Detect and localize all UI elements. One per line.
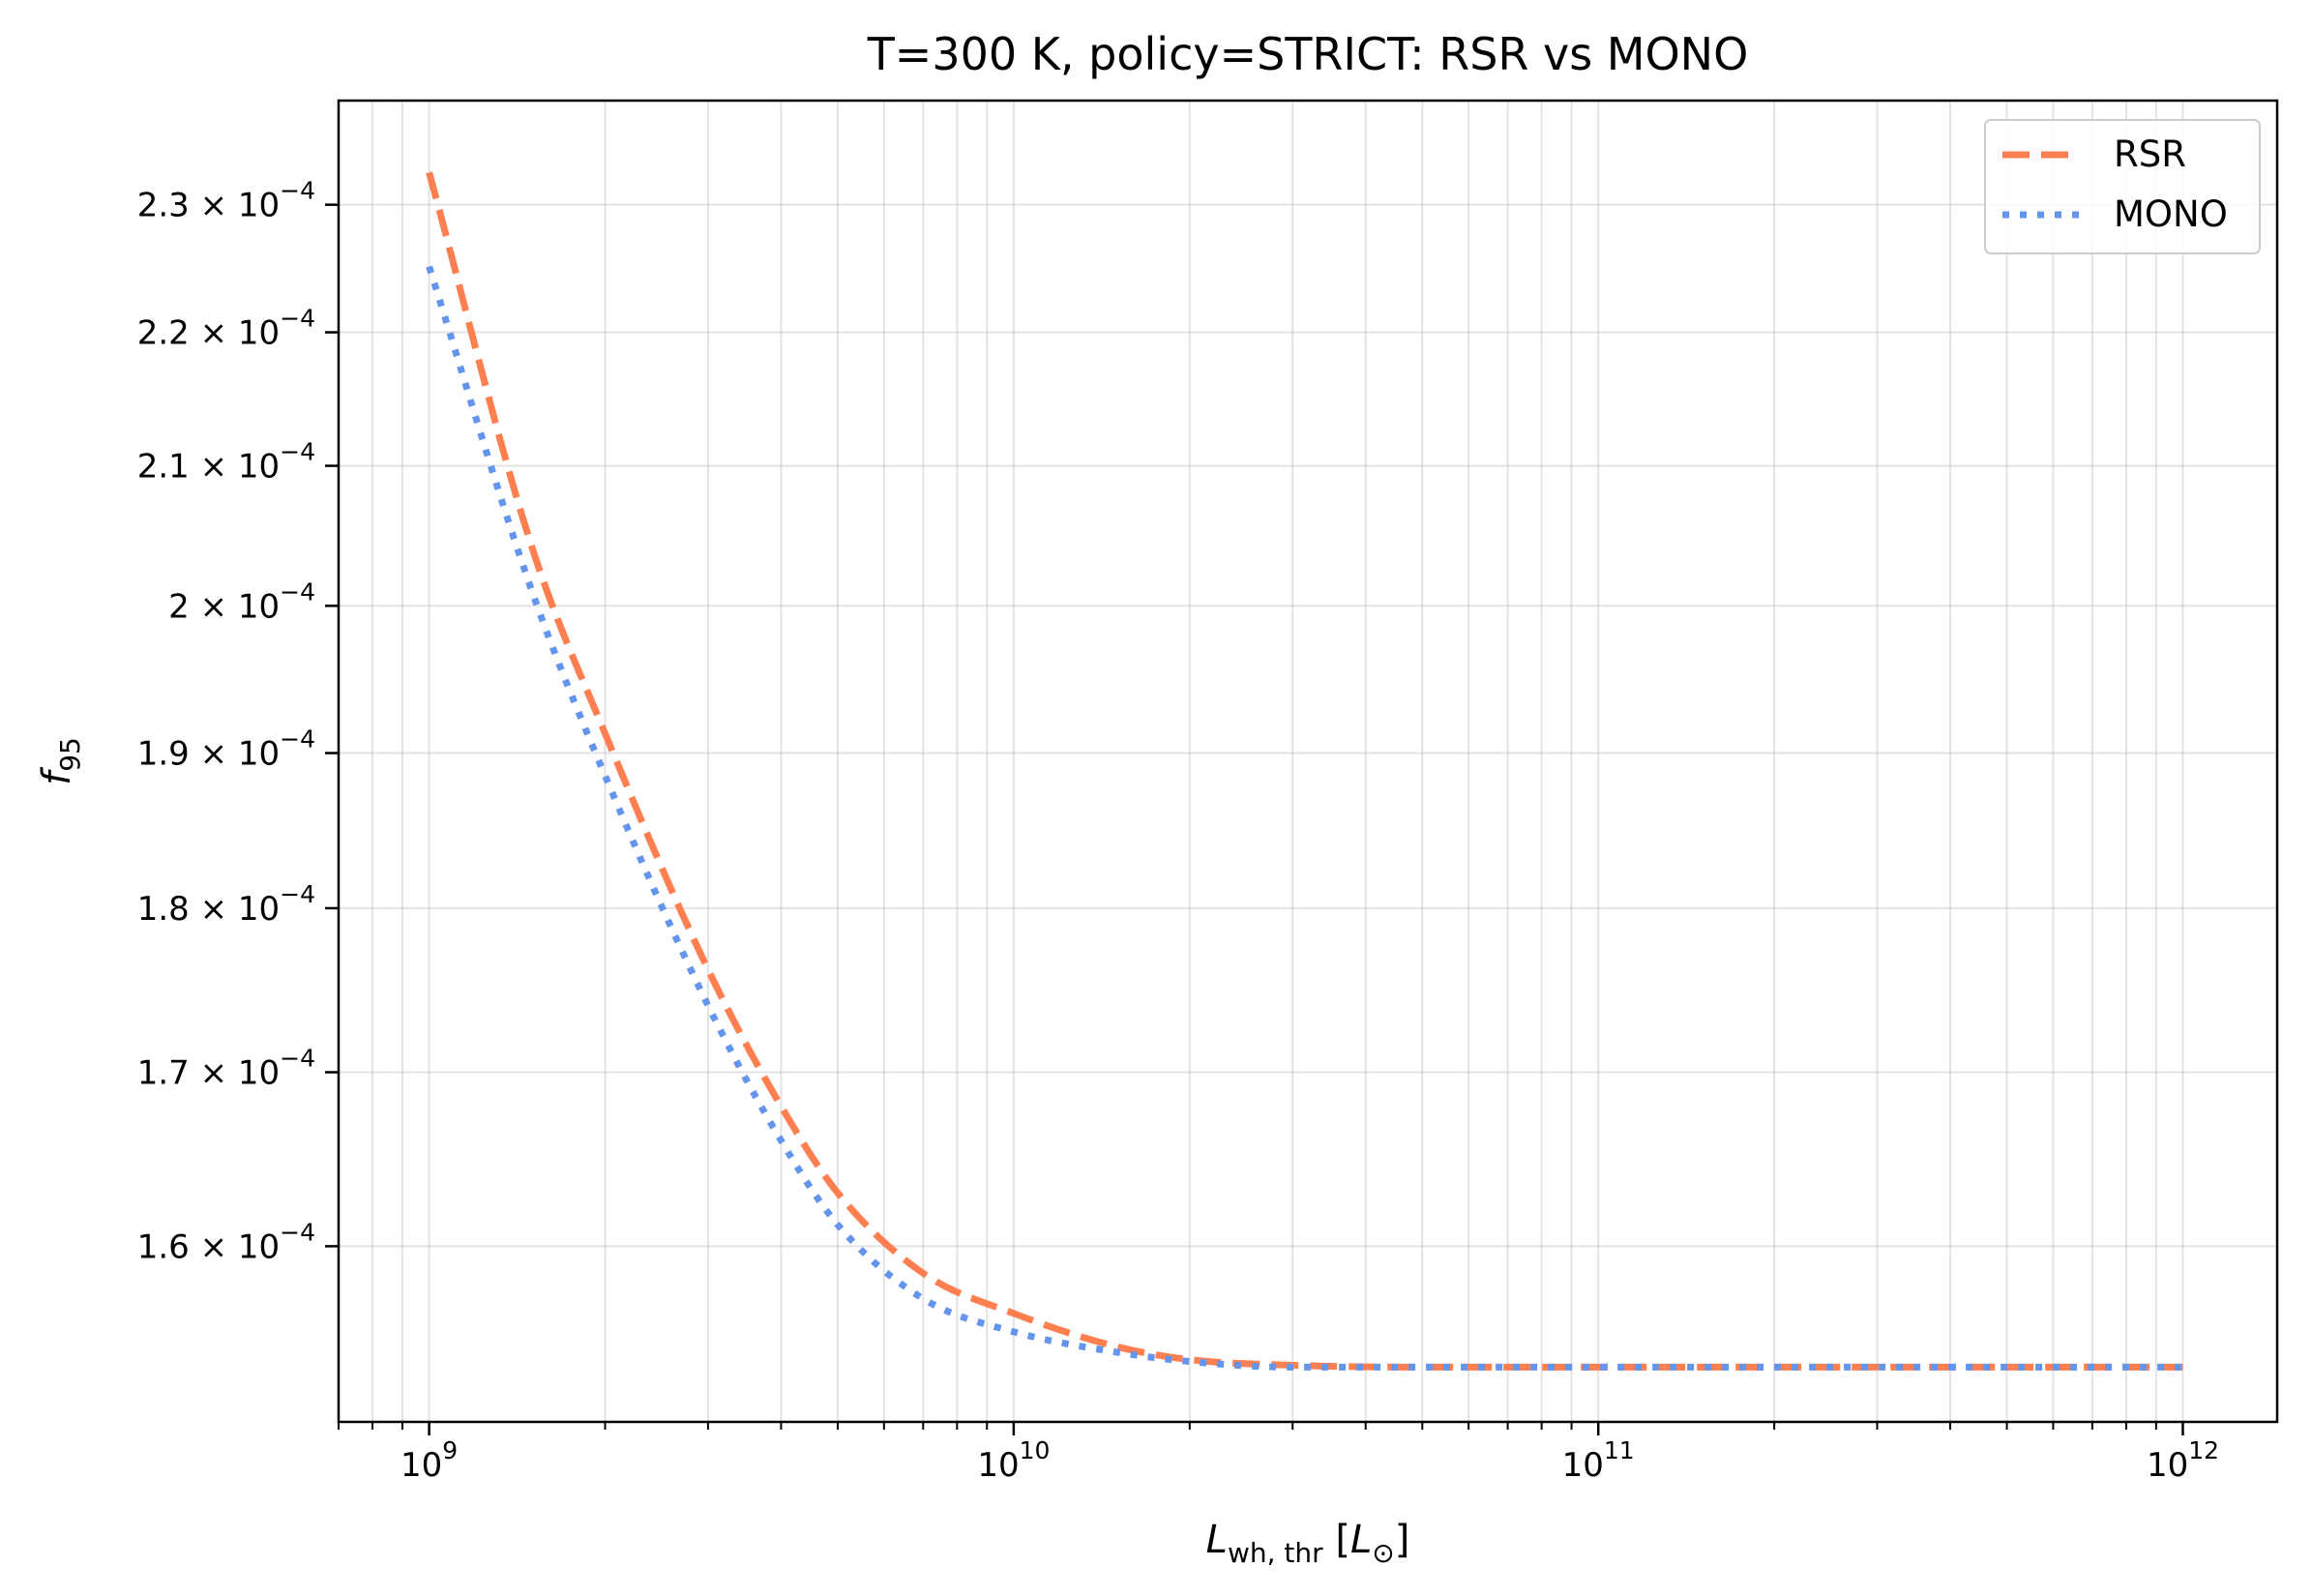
x-axis-label-subscript: wh, thr: [1228, 1537, 1323, 1569]
y-tick-label-times: ×: [190, 735, 238, 774]
y-tick-label: 2 × 10−4: [168, 577, 315, 626]
y-tick-label-exponent: −4: [280, 438, 315, 466]
y-tick-label-times: ×: [190, 1054, 238, 1093]
y-tick-label-mantissa: 1.6: [137, 1227, 190, 1266]
legend-label-mono: MONO: [2114, 193, 2228, 235]
y-axis-label-subscript: 95: [54, 737, 86, 772]
y-tick-label: 1.8 × 10−4: [137, 880, 315, 929]
series-layer: [426, 171, 2183, 1371]
x-axis-label-base: L: [1206, 1518, 1228, 1562]
y-tick-label: 1.9 × 10−4: [137, 725, 315, 774]
y-tick-label-times: ×: [190, 1227, 238, 1266]
plot-frame: [337, 99, 2279, 1424]
y-tick-label-exponent: −4: [280, 305, 315, 333]
y-tick-label-exponent: −4: [280, 880, 315, 908]
x-tick-label: 109: [400, 1436, 458, 1485]
y-tick-label-base: 10: [238, 587, 280, 626]
y-tick-label-base: 10: [238, 448, 280, 487]
y-tick-label-mantissa: 1.9: [137, 735, 190, 774]
y-tick-label-mantissa: 2: [168, 587, 190, 626]
x-tick-label-base: 10: [400, 1446, 442, 1485]
x-tick-label-exponent: 10: [1020, 1436, 1051, 1464]
x-axis-label-unit-open: [: [1323, 1518, 1350, 1562]
y-axis: 2.3 × 10−42.2 × 10−42.1 × 10−42 × 10−41.…: [137, 177, 339, 1266]
y-tick-label: 1.6 × 10−4: [137, 1218, 315, 1266]
x-tick-label-base: 10: [977, 1446, 1019, 1485]
y-tick-label: 2.3 × 10−4: [137, 177, 315, 225]
y-tick-label-mantissa: 1.7: [137, 1054, 190, 1093]
x-axis-label-unit-close: ]: [1395, 1518, 1410, 1562]
chart-title: T=300 K, policy=STRICT: RSR vs MONO: [867, 28, 1749, 80]
y-tick-label-mantissa: 1.8: [137, 890, 190, 929]
grid: [338, 101, 2277, 1422]
series-line-mono: [426, 265, 2183, 1371]
y-tick-label-base: 10: [238, 735, 280, 774]
x-axis-label: Lwh, thr [L⊙]: [1206, 1518, 1410, 1569]
y-tick-label-times: ×: [190, 890, 238, 929]
y-tick-label-base: 10: [238, 187, 280, 225]
y-tick-label-times: ×: [190, 587, 238, 626]
y-tick-label-exponent: −4: [280, 1045, 315, 1073]
x-tick-label: 1010: [977, 1436, 1050, 1485]
y-tick-label: 1.7 × 10−4: [137, 1045, 315, 1093]
x-axis: 109 1010 1011 1012: [338, 1422, 2219, 1485]
y-tick-label: 2.2 × 10−4: [137, 305, 315, 353]
y-tick-label-mantissa: 2.3: [137, 187, 190, 225]
y-tick-label-exponent: −4: [280, 177, 315, 205]
y-tick-label-exponent: −4: [280, 725, 315, 754]
y-tick-label-times: ×: [190, 448, 238, 487]
y-tick-label-exponent: −4: [280, 1218, 315, 1246]
x-tick-label: 1012: [2147, 1436, 2219, 1485]
x-tick-label-exponent: 11: [1604, 1436, 1635, 1464]
y-tick-label-mantissa: 2.2: [137, 314, 190, 353]
y-tick-label-base: 10: [238, 1054, 280, 1093]
x-tick-label: 1011: [1562, 1436, 1635, 1485]
x-axis-label-unit-subscript: ⊙: [1372, 1537, 1394, 1569]
x-tick-label-base: 10: [1562, 1446, 1604, 1485]
legend: RSR MONO: [1984, 119, 2261, 254]
y-tick-label-base: 10: [238, 314, 280, 353]
x-tick-label-exponent: 12: [2188, 1436, 2219, 1464]
x-tick-label-exponent: 9: [442, 1436, 458, 1464]
y-tick-label-mantissa: 2.1: [137, 448, 190, 487]
y-tick-label-times: ×: [190, 314, 238, 353]
y-tick-label-times: ×: [190, 187, 238, 225]
legend-label-rsr: RSR: [2114, 133, 2186, 175]
y-tick-label-base: 10: [238, 1227, 280, 1266]
y-tick-label-exponent: −4: [280, 577, 315, 606]
x-tick-label-base: 10: [2147, 1446, 2188, 1485]
series-line-rsr: [426, 171, 2183, 1371]
y-tick-label: 2.1 × 10−4: [137, 438, 315, 487]
y-tick-label-base: 10: [238, 890, 280, 929]
x-axis-label-unit-symbol: L: [1350, 1518, 1372, 1562]
